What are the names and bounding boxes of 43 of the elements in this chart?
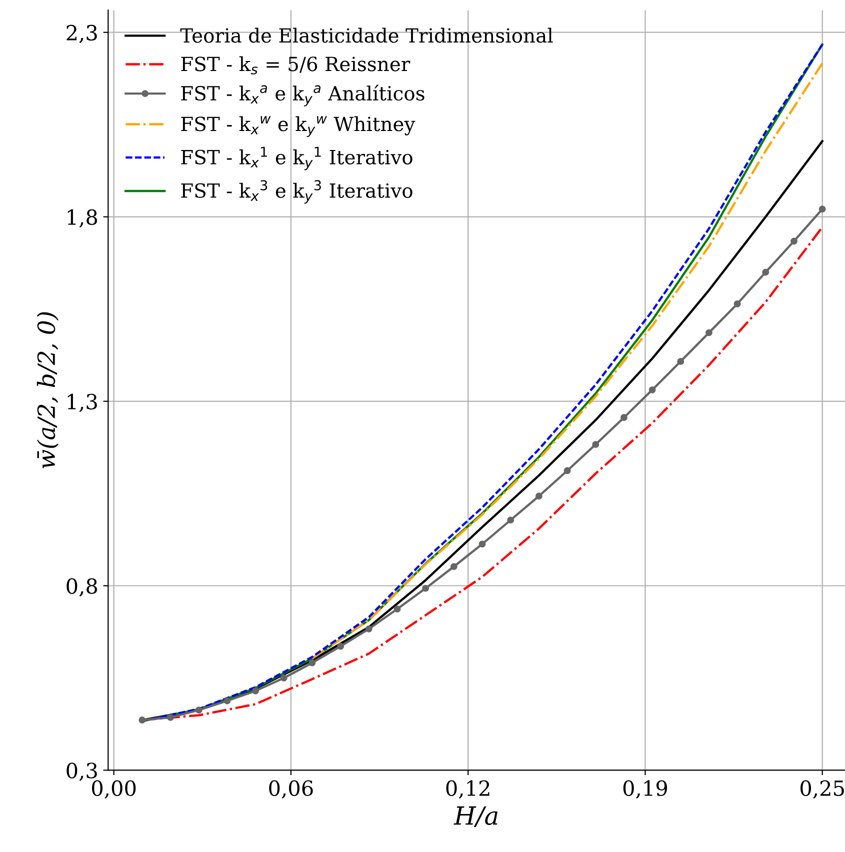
- y-tick-label: 2,3: [66, 24, 97, 44]
- point: [450, 563, 458, 570]
- x-axis-title: H/a: [454, 806, 498, 827]
- point: [138, 716, 146, 724]
- y-tick-label: 0,8: [66, 578, 98, 596]
- point: [195, 706, 202, 714]
- point: [564, 467, 571, 474]
- x-tick-label: 0,00: [92, 780, 136, 799]
- y-tick-label: 0,3: [66, 762, 97, 781]
- y-tick-label: 1,8: [68, 209, 98, 228]
- point: [478, 540, 486, 548]
- point: [252, 687, 259, 694]
- point: [507, 516, 514, 524]
- point: [167, 714, 174, 721]
- x-tick-label: 0,06: [269, 780, 313, 799]
- point: [337, 642, 344, 650]
- point: [592, 440, 600, 448]
- point: [422, 584, 430, 592]
- x-tick-label: 0,25: [800, 780, 844, 799]
- point: [308, 659, 316, 666]
- y-axis-title: w̄(a/2, b/2, 0): [36, 312, 59, 468]
- point: [705, 329, 712, 336]
- y-tick-label: 1,3: [68, 394, 97, 412]
- point: [365, 625, 372, 632]
- legend-label: Teoria de Elasticidade Tridimensional: [180, 28, 553, 43]
- legend-label: FST - k$_{x}$$^{a}$ e k$_{y}$$^{a}$ Analíticos: [181, 84, 424, 106]
- point: [790, 238, 798, 245]
- point: [535, 492, 542, 500]
- point: [280, 674, 288, 682]
- point: [677, 358, 684, 365]
- point: [762, 268, 770, 276]
- x-tick-label: 0,12: [446, 780, 490, 799]
- point: [818, 206, 826, 213]
- x-tick-label: 0,19: [623, 780, 667, 799]
- legend-label: FST - k$_{x}$$^{1}$ e k$_{y}$$^{1}$ Iterativo: [181, 146, 412, 170]
- point: [224, 697, 231, 704]
- point: [734, 300, 741, 308]
- point: [620, 414, 628, 421]
- point: [394, 606, 401, 612]
- legend-label: FST - k$_{x}$$^{w}$ e k$_{y}$$^{w}$ Whitney: [181, 116, 416, 138]
- legend-label: FST - k$_{s}$ = 5/6 Reissner: [181, 56, 410, 74]
- legend-label: FST - k$_{x}$$^{3}$ e k$_{y}$$^{3}$ Iterativo: [181, 180, 412, 204]
- point: [648, 386, 656, 394]
